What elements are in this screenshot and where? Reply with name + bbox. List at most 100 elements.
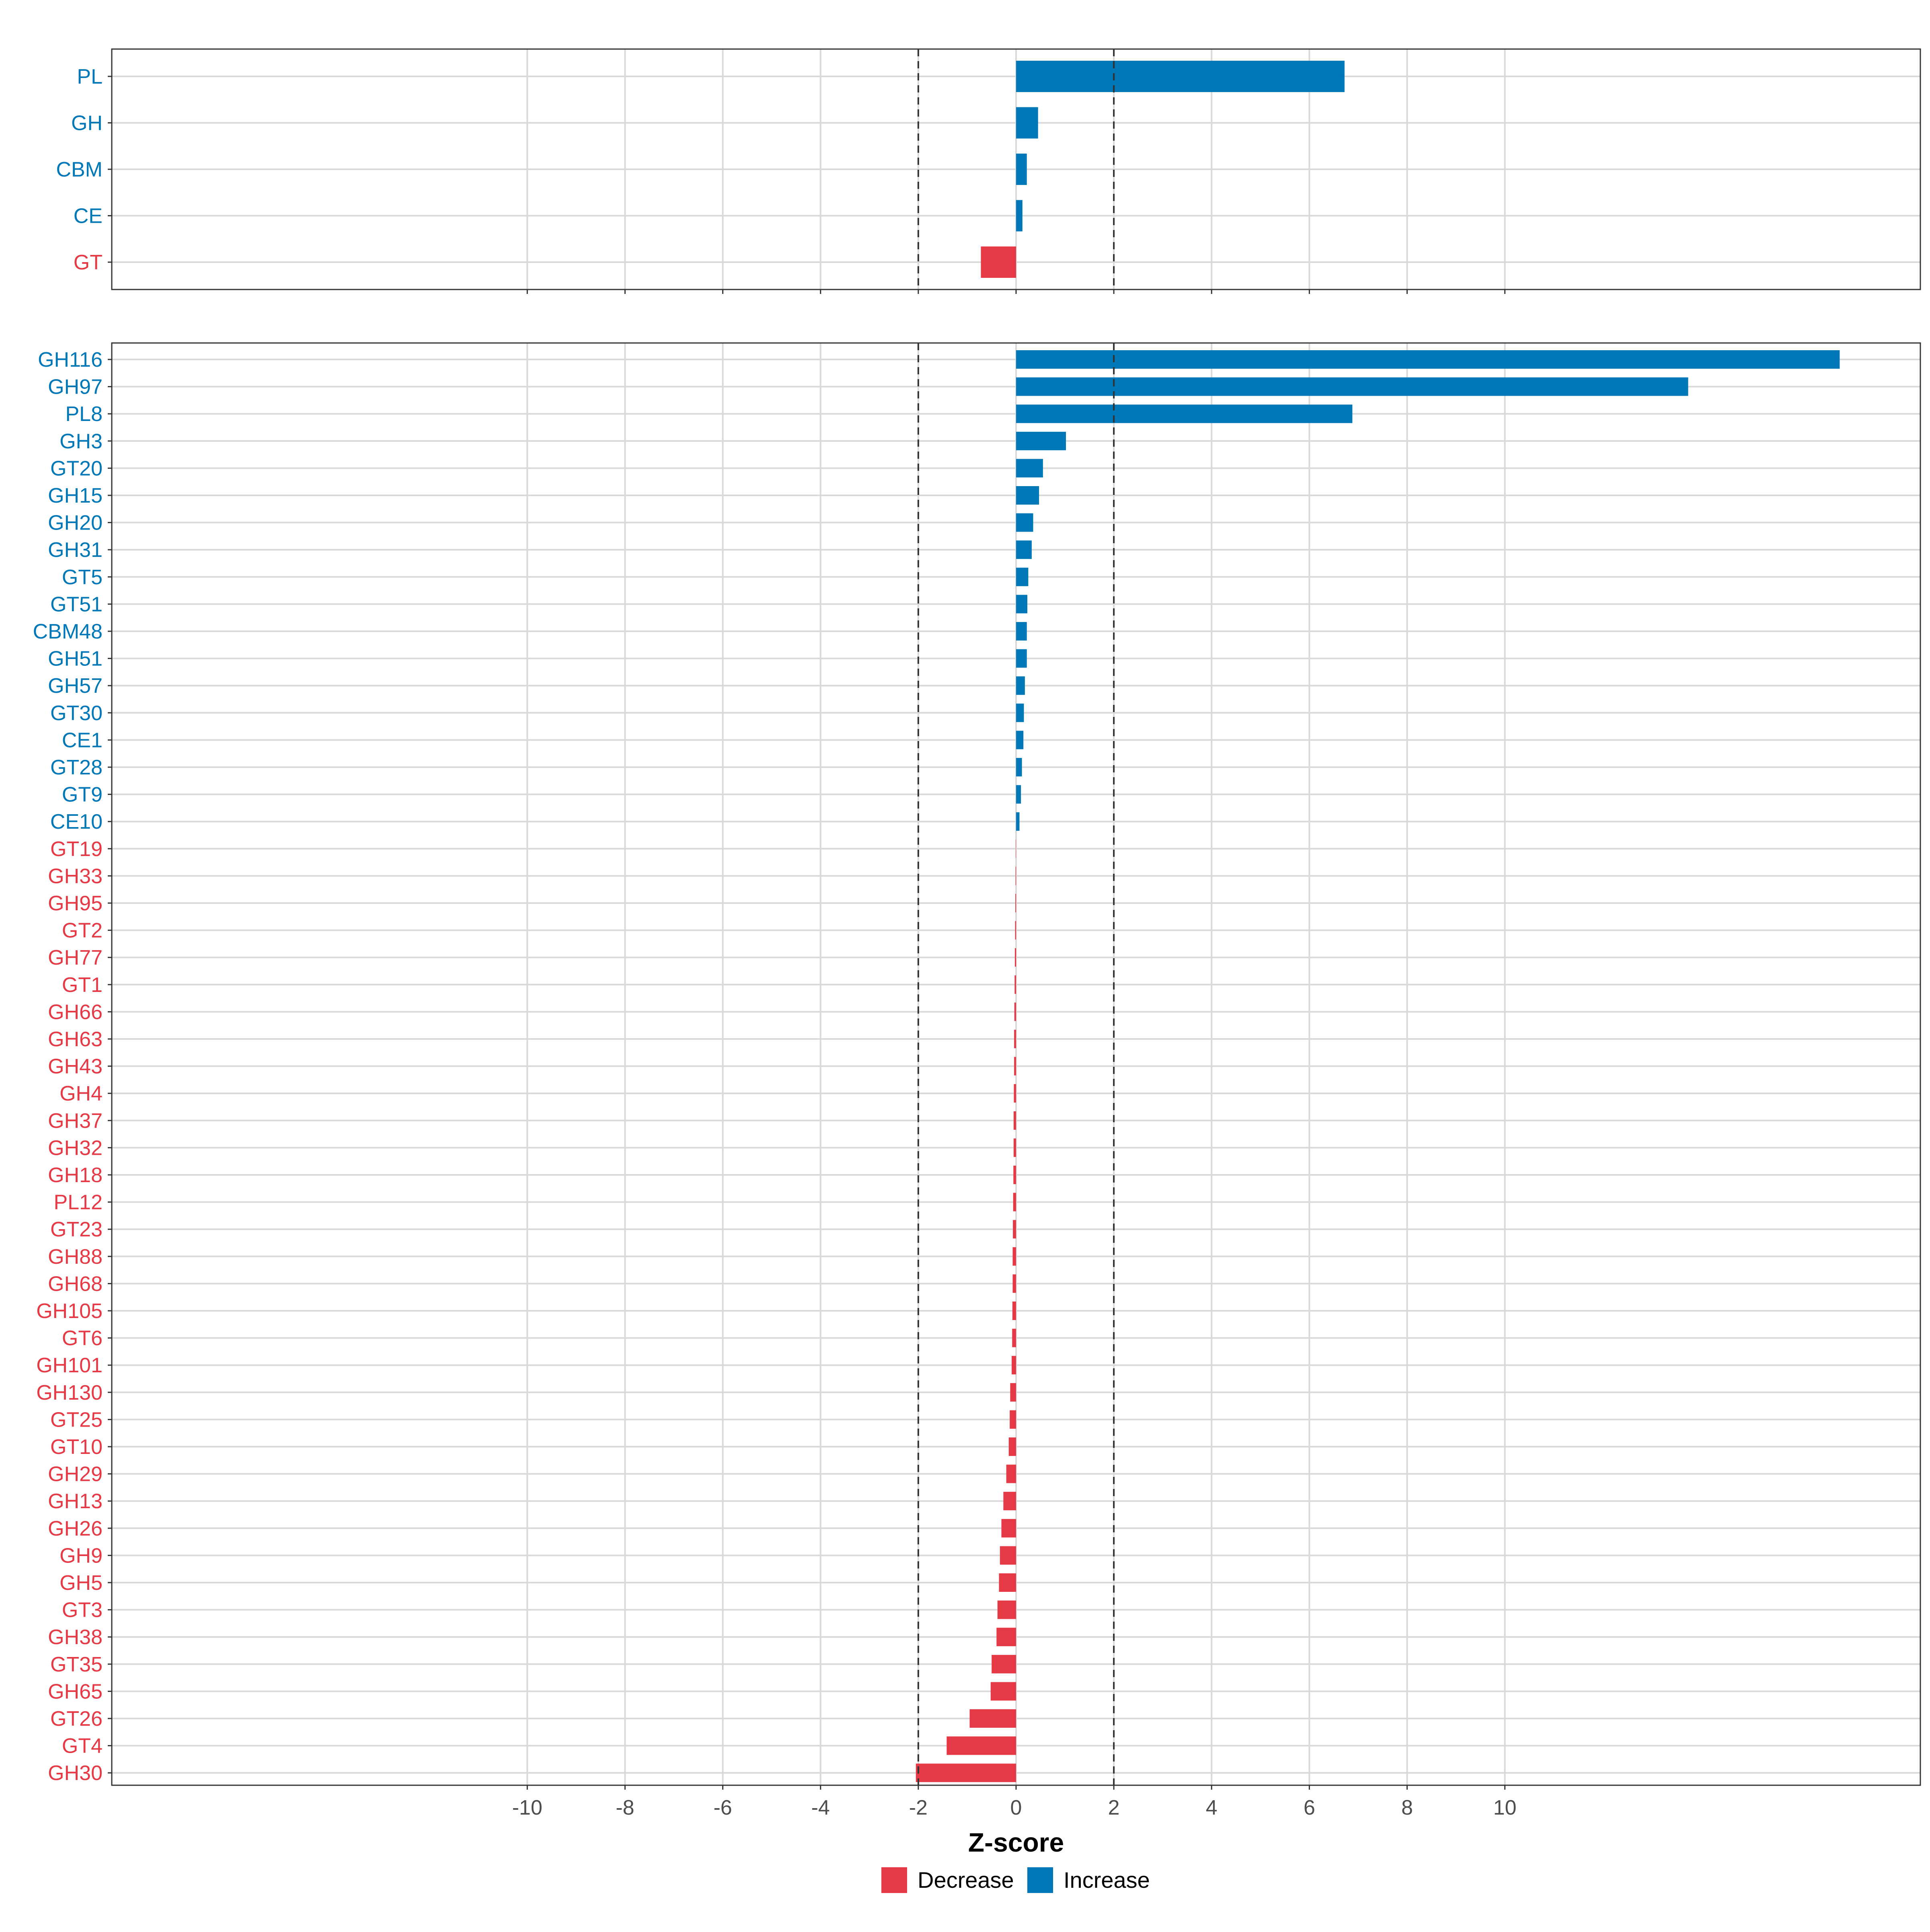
bar: [1012, 1302, 1016, 1320]
bar: [996, 1628, 1016, 1647]
bar: [1000, 1546, 1016, 1565]
bar: [1013, 1193, 1016, 1211]
category-label: GH9: [60, 1544, 103, 1567]
category-label: GT4: [62, 1735, 103, 1758]
bar: [1012, 1247, 1016, 1266]
category-label: GH105: [36, 1300, 103, 1323]
bar: [1016, 812, 1020, 831]
bar: [1013, 1220, 1016, 1239]
bar: [1016, 486, 1039, 505]
bar: [1016, 154, 1027, 185]
bar: [1013, 1138, 1016, 1157]
bar: [1001, 1519, 1016, 1538]
bar: [1012, 1356, 1016, 1375]
category-label: GH130: [36, 1381, 103, 1404]
category-label: GT2: [62, 919, 103, 942]
bar: [1010, 1410, 1016, 1429]
category-label: GH15: [48, 484, 103, 507]
category-label: GT6: [62, 1327, 103, 1350]
x-tick-label: 0: [1010, 1796, 1022, 1819]
bar: [1014, 948, 1016, 967]
x-tick-label: -4: [811, 1796, 830, 1819]
bar: [1014, 1030, 1016, 1048]
category-label: GT9: [62, 783, 103, 807]
bar: [1014, 975, 1016, 994]
bar: [1016, 758, 1022, 776]
category-label: PL8: [65, 402, 103, 426]
labels-layer: PLGHCBMCEGTGH116GH97PL8GH3GT20GH15GH20GH…: [33, 65, 1517, 1819]
bar: [1016, 107, 1038, 139]
category-label: GT20: [50, 457, 103, 480]
category-label: GT25: [50, 1408, 103, 1431]
category-label: GH38: [48, 1626, 103, 1649]
bar: [1010, 1383, 1016, 1402]
bar: [1016, 540, 1032, 559]
category-label: GH33: [48, 864, 103, 888]
legend-label: Decrease: [918, 1867, 1014, 1893]
category-label: GH66: [48, 1000, 103, 1024]
legend: Decrease Increase: [881, 1867, 1150, 1893]
category-label: PL: [77, 65, 103, 88]
bar: [969, 1709, 1016, 1728]
category-label: GH63: [48, 1028, 103, 1051]
category-label: GH13: [48, 1490, 103, 1513]
bar: [1016, 61, 1345, 92]
category-label: GH37: [48, 1109, 103, 1133]
category-label: GH95: [48, 892, 103, 915]
x-axis-title: Z-score: [968, 1827, 1064, 1857]
bar: [1016, 731, 1024, 749]
category-label: GH77: [48, 946, 103, 969]
bar: [1016, 676, 1025, 695]
bar: [1016, 513, 1033, 532]
bar: [1016, 785, 1021, 804]
category-label: GT: [74, 251, 103, 274]
x-tick-label: 6: [1304, 1796, 1315, 1819]
x-tick-label: 10: [1493, 1796, 1517, 1819]
bar: [1016, 431, 1066, 450]
category-label: GH88: [48, 1245, 103, 1269]
bar: [1013, 1111, 1016, 1130]
bar: [1016, 595, 1027, 614]
category-label: GH51: [48, 647, 103, 671]
category-label: GH68: [48, 1272, 103, 1296]
x-tick-label: -6: [713, 1796, 732, 1819]
category-label: GH18: [48, 1164, 103, 1187]
x-tick-label: 4: [1206, 1796, 1218, 1819]
bar: [1016, 377, 1688, 396]
legend-swatch: [881, 1867, 907, 1893]
bar: [1003, 1492, 1016, 1511]
category-label: GH32: [48, 1136, 103, 1160]
category-label: CE1: [62, 729, 103, 752]
category-label: GT35: [50, 1653, 103, 1676]
category-label: GH30: [48, 1762, 103, 1785]
category-label: GT1: [62, 973, 103, 997]
category-label: GH20: [48, 511, 103, 535]
category-label: CBM48: [33, 620, 103, 643]
bar: [1014, 1057, 1016, 1076]
x-tick-label: -2: [909, 1796, 928, 1819]
bar: [1015, 894, 1016, 912]
category-label: GH4: [60, 1082, 103, 1105]
category-label: GH65: [48, 1680, 103, 1703]
x-tick-label: 8: [1401, 1796, 1413, 1819]
bar: [981, 246, 1016, 278]
bar: [1008, 1437, 1016, 1456]
x-tick-label: -10: [512, 1796, 542, 1819]
bar: [1016, 350, 1840, 369]
category-label: CE: [74, 205, 103, 228]
category-label: CBM: [56, 158, 103, 181]
bar: [1016, 200, 1022, 232]
bar: [1012, 1328, 1016, 1347]
category-label: GT10: [50, 1435, 103, 1459]
category-label: GT28: [50, 756, 103, 779]
legend-label: Increase: [1064, 1867, 1150, 1893]
category-label: GH31: [48, 538, 103, 562]
bars-layer: [916, 61, 1840, 1782]
category-label: GH3: [60, 430, 103, 453]
bar: [1012, 1274, 1016, 1293]
category-label: GH116: [38, 348, 103, 372]
bar: [1015, 921, 1016, 940]
bar: [992, 1655, 1016, 1673]
